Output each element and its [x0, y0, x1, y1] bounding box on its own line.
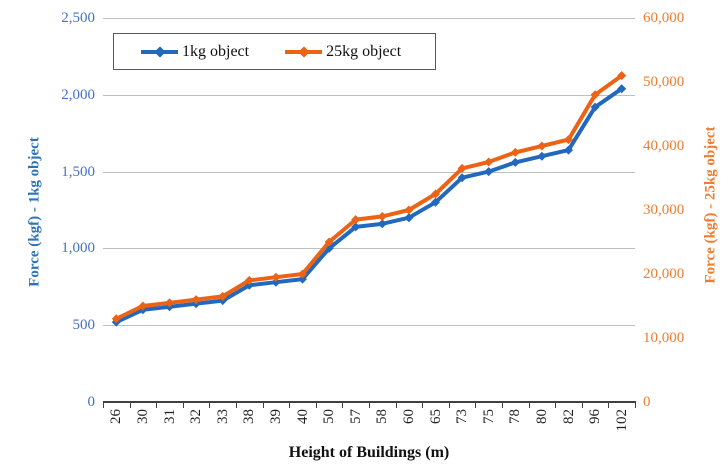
x-axis-tick-mark: [156, 402, 158, 408]
series-markers-25kg-object: [111, 71, 627, 324]
series-line-1kg-object: [115, 87, 623, 324]
x-axis-tick-mark: [581, 402, 583, 408]
gridline: [103, 248, 635, 250]
right-axis-tick-label: 40,000: [643, 138, 685, 154]
x-axis-tick-mark: [369, 402, 370, 408]
right-axis-tick-label: 10,000: [643, 330, 685, 346]
x-axis-tick-mark: [635, 402, 636, 408]
x-axis-tick-mark: [262, 402, 264, 408]
right-axis-tick-label: 0: [643, 394, 651, 410]
right-axis-tick-label: 50,000: [643, 74, 685, 90]
right-axis-tick-label: 20,000: [643, 266, 685, 282]
x-axis-tick-mark: [289, 402, 291, 408]
x-axis-tick-mark: [475, 402, 477, 408]
left-axis-tick-label: 0: [87, 394, 96, 410]
x-axis-tick-mark: [395, 402, 397, 408]
legend-line-1kg: [141, 45, 178, 58]
series-line-25kg-object: [115, 73, 623, 321]
x-axis-tick-mark: [555, 402, 557, 408]
legend-entry-1kg: 1kg object: [141, 43, 249, 61]
x-axis-tick-mark: [448, 402, 450, 408]
gridline: [103, 325, 635, 327]
x-axis-tick-mark: [182, 402, 184, 408]
left-axis-tick-label: 2,500: [61, 10, 95, 26]
right-axis-title: Force (kgf) - 25kg object: [702, 126, 719, 284]
x-axis-tick-mark: [528, 402, 530, 408]
x-axis-tick-mark: [342, 402, 344, 408]
x-axis-tick-mark: [209, 402, 211, 408]
left-axis-tick-label: 1,500: [61, 163, 95, 180]
gridline: [103, 18, 635, 19]
left-axis-title: Force (kgf) - 1kg object: [26, 137, 43, 287]
x-axis-tick-mark: [129, 402, 131, 408]
left-axis-tick-label: 500: [72, 317, 96, 334]
right-axis-tick-label: 30,000: [643, 202, 685, 218]
plot-area: [111, 71, 627, 327]
x-axis-tick-mark: [103, 402, 104, 408]
legend-entry-25kg: 25kg object: [285, 43, 401, 61]
legend-diamond-icon-25kg: [297, 45, 310, 58]
x-axis-line: [103, 401, 636, 403]
x-axis-tick-mark: [236, 402, 237, 408]
gridline: [103, 94, 635, 96]
legend-line-25kg: [285, 45, 323, 58]
legend-label-25kg: 25kg object: [326, 42, 402, 60]
legend-diamond-icon-1kg: [153, 45, 166, 58]
legend: 1kg object 25kg object: [113, 33, 436, 70]
legend-label-1kg: 1kg object: [182, 42, 250, 60]
gridline: [103, 171, 635, 173]
x-axis-tick-mark: [608, 402, 610, 408]
series-markers-1kg-object: [111, 84, 627, 327]
left-axis-tick-label: 2,000: [61, 86, 95, 103]
right-axis-tick-label: 60,000: [643, 10, 685, 26]
x-axis-tick-mark: [502, 402, 503, 408]
left-axis-tick-label: 1,000: [61, 240, 95, 257]
x-axis-title: Height of Buildings (m): [288, 444, 450, 461]
x-axis-tick-mark: [422, 402, 424, 408]
x-axis-tick-mark: [315, 402, 317, 408]
